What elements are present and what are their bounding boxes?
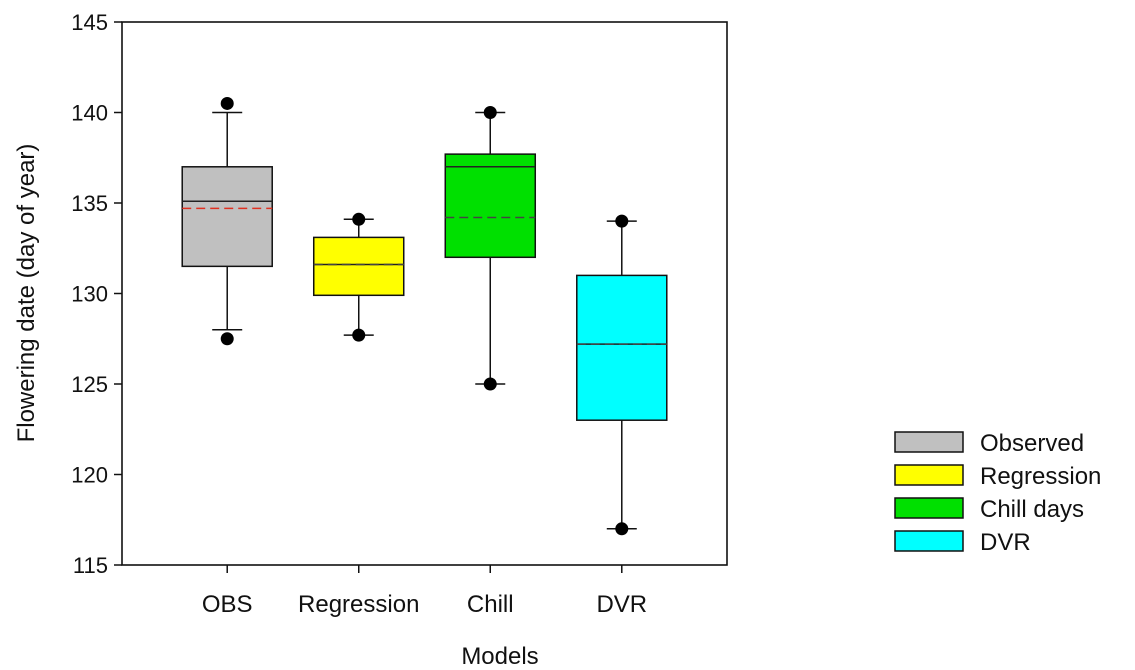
x-tick-label: Chill <box>467 591 514 618</box>
y-tick-label: 115 <box>73 553 108 578</box>
plot-layer <box>181 96 668 536</box>
outlier-point <box>483 106 497 119</box>
box-group <box>444 106 537 391</box>
x-tick-label: OBS <box>202 591 253 618</box>
box-group <box>576 214 668 536</box>
y-axis-title: Flowering date (day of year) <box>13 144 40 443</box>
outlier-point <box>615 214 629 228</box>
y-tick-label: 125 <box>71 372 108 397</box>
outlier-point <box>483 377 497 391</box>
y-tick-label: 130 <box>71 282 108 307</box>
x-axis-title: Models <box>461 643 538 670</box>
box-iqr <box>576 274 668 421</box>
legend-swatch <box>894 431 964 453</box>
y-tick-label: 140 <box>71 101 108 126</box>
legend-label: Observed <box>980 430 1084 457</box>
y-tick-label: 135 <box>71 191 108 216</box>
x-tick-label: DVR <box>596 591 647 618</box>
legend-swatch <box>894 464 964 486</box>
box-group <box>181 96 273 346</box>
outlier-point <box>352 212 366 226</box>
legend-swatch <box>894 497 964 519</box>
x-tick-label: Regression <box>298 591 419 618</box>
box-iqr <box>444 153 537 259</box>
legend-label: DVR <box>980 529 1031 556</box>
box-group <box>312 212 405 342</box>
legend: Observed Regression Chill days DVR <box>894 430 1101 556</box>
box-iqr <box>312 236 405 297</box>
outlier-point <box>352 328 366 342</box>
outlier-point <box>220 332 234 346</box>
y-tick-label: 120 <box>71 463 108 488</box>
outlier-point <box>615 522 629 536</box>
axis-layer: 115 120 125 130 135 140 145 OBS Regression Chill D… <box>71 10 647 618</box>
legend-label: Regression <box>980 463 1101 490</box>
outlier-point <box>220 96 234 110</box>
legend-label: Chill days <box>980 496 1084 523</box>
legend-swatch <box>894 530 964 552</box>
box-iqr <box>181 166 273 268</box>
y-tick-label: 145 <box>71 10 108 35</box>
